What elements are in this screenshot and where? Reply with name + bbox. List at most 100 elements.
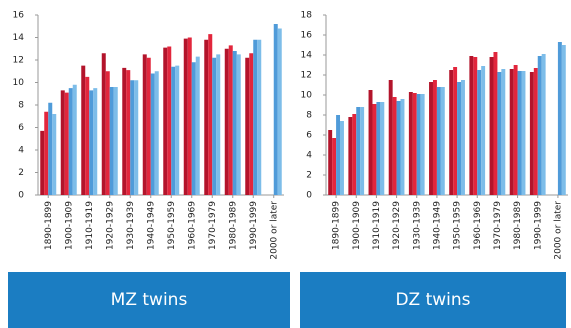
- bar: [372, 104, 377, 195]
- bar: [416, 94, 421, 195]
- bar: [521, 71, 526, 195]
- bar: [93, 88, 98, 195]
- bar: [187, 37, 192, 195]
- y-tick-label: 18: [301, 11, 313, 21]
- x-tick-label: 1970-1979: [493, 201, 503, 250]
- bar: [392, 97, 397, 195]
- bar: [336, 115, 341, 195]
- bar: [436, 87, 441, 195]
- y-tick-label: 4: [18, 146, 24, 156]
- bar: [356, 107, 361, 195]
- bar: [89, 90, 94, 195]
- bar: [245, 57, 250, 195]
- x-tick-label: 2000 or later: [269, 201, 279, 260]
- bar: [332, 138, 337, 195]
- chart-title: MZ twins: [111, 290, 188, 310]
- bar: [154, 71, 159, 195]
- bar: [85, 76, 90, 195]
- y-tick-label: 6: [306, 131, 312, 141]
- bar: [175, 65, 180, 195]
- x-tick-label: 1920-1929: [105, 201, 115, 250]
- bar: [340, 121, 344, 195]
- y-tick-label: 12: [301, 71, 312, 81]
- x-tick-label: 1890-1899: [332, 201, 342, 250]
- bar: [537, 56, 542, 195]
- bar: [81, 65, 86, 195]
- bar: [541, 54, 546, 195]
- bar: [109, 87, 114, 195]
- x-tick-label: 1900-1909: [64, 201, 74, 250]
- bar: [420, 94, 425, 195]
- bar: [493, 52, 498, 195]
- x-tick-label: 1910-1919: [372, 201, 382, 250]
- bar: [368, 90, 373, 195]
- x-tick-label: 1980-1989: [513, 201, 523, 250]
- bar: [48, 102, 53, 195]
- bar: [204, 39, 209, 195]
- bar: [257, 39, 262, 195]
- bar: [348, 117, 353, 195]
- x-tick-label: 1920-1929: [392, 201, 402, 250]
- bar: [64, 92, 69, 195]
- bar: [429, 82, 433, 195]
- y-tick-label: 2: [306, 171, 312, 181]
- bar: [453, 67, 458, 195]
- bar: [477, 70, 482, 195]
- bar: [380, 102, 385, 195]
- chart-title: DZ twins: [395, 290, 470, 310]
- bar: [130, 80, 135, 195]
- title-box: [8, 272, 290, 328]
- bar: [101, 53, 106, 195]
- y-tick-label: 14: [301, 51, 313, 61]
- y-tick-label: 14: [13, 33, 25, 43]
- y-tick-label: 0: [18, 191, 24, 201]
- bar: [489, 57, 494, 195]
- bar: [352, 114, 357, 195]
- x-tick-label: 2000 or later: [553, 201, 563, 260]
- x-tick-label: 1930-1939: [126, 201, 136, 250]
- bar: [497, 72, 502, 195]
- bar: [228, 45, 233, 195]
- bar: [473, 57, 478, 195]
- bar: [561, 45, 566, 195]
- bar: [517, 71, 522, 195]
- bar: [328, 130, 333, 195]
- bar: [40, 130, 45, 195]
- bar: [396, 101, 401, 195]
- y-tick-label: 12: [13, 56, 24, 66]
- y-tick-label: 0: [306, 191, 312, 201]
- bar: [469, 56, 474, 195]
- bar: [224, 48, 229, 195]
- bar: [513, 65, 518, 195]
- bar: [400, 99, 405, 195]
- x-tick-label: 1990-1999: [533, 201, 543, 250]
- bar: [249, 53, 254, 195]
- bar: [388, 80, 393, 195]
- bar: [52, 114, 57, 195]
- bar: [440, 87, 445, 195]
- x-tick-label: 1960-1969: [473, 201, 483, 250]
- bar: [60, 90, 65, 195]
- bar: [408, 92, 413, 195]
- bar: [212, 57, 217, 195]
- bar: [171, 66, 176, 195]
- bar: [195, 56, 200, 195]
- bar: [72, 84, 77, 195]
- y-tick-label: 2: [18, 168, 24, 178]
- bar: [122, 67, 127, 195]
- x-tick-label: 1980-1989: [228, 201, 238, 250]
- bar: [277, 28, 282, 195]
- x-tick-label: 1990-1999: [249, 201, 259, 250]
- x-tick-label: 1940-1949: [146, 201, 156, 250]
- bar: [134, 80, 139, 195]
- bar: [113, 87, 118, 195]
- x-tick-label: 1930-1939: [412, 201, 422, 250]
- bar: [150, 73, 155, 195]
- bar: [449, 70, 454, 195]
- y-tick-label: 16: [13, 11, 25, 21]
- bar: [273, 24, 278, 195]
- bar: [501, 69, 506, 195]
- bar: [509, 69, 514, 195]
- y-tick-label: 10: [301, 91, 313, 101]
